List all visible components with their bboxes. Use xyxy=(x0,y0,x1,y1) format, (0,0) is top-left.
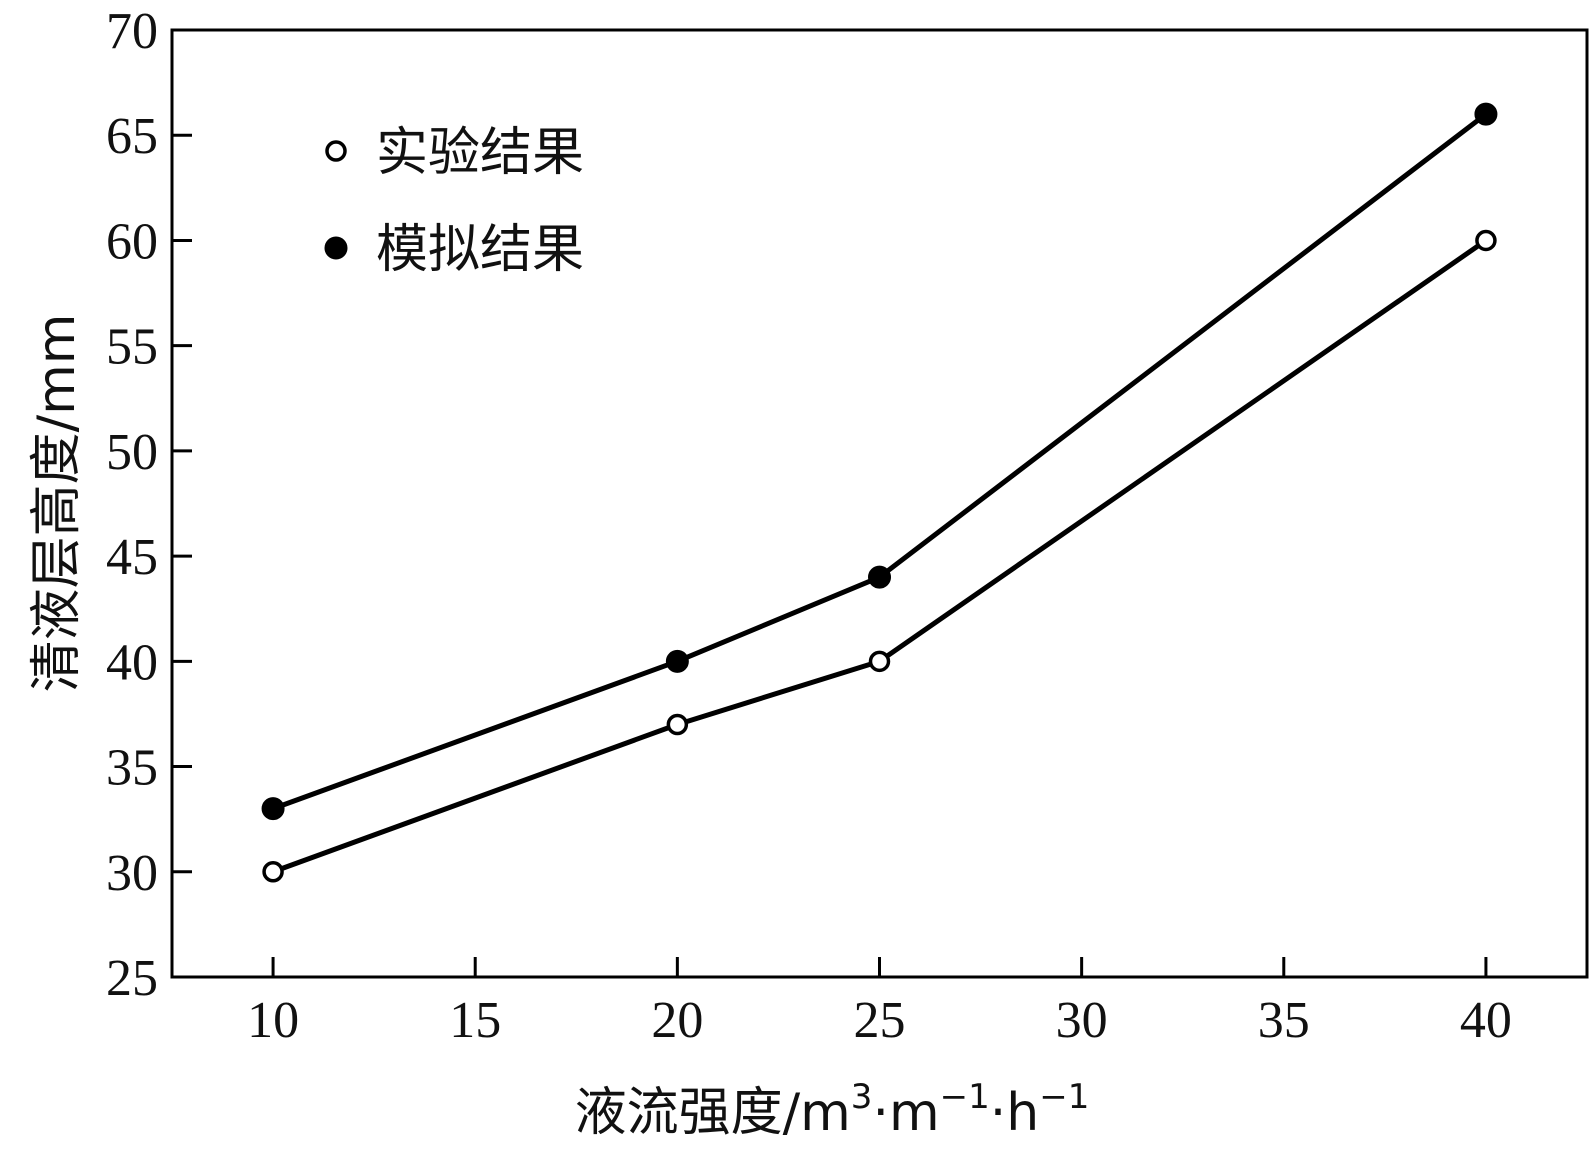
y-tick-label: 55 xyxy=(106,319,158,376)
data-point xyxy=(868,650,891,673)
y-tick-label: 25 xyxy=(106,950,158,1007)
x-axis-title-mid2: ·h xyxy=(990,1083,1040,1143)
y-tick-label: 70 xyxy=(106,3,158,60)
legend-marker xyxy=(325,140,347,162)
y-tick-label: 35 xyxy=(106,740,158,797)
x-axis-title-sup1: 3 xyxy=(851,1077,873,1117)
x-tick-label: 15 xyxy=(449,992,501,1049)
data-point xyxy=(868,565,891,589)
y-tick-label: 45 xyxy=(106,529,158,586)
y-tick-label: 30 xyxy=(106,845,158,902)
x-axis-title: 液流强度/m3·m−1·h−1 xyxy=(575,1077,1090,1143)
y-axis-title: 清液层高度/mm xyxy=(27,314,87,693)
data-point xyxy=(261,797,285,821)
x-tick-label: 10 xyxy=(247,992,299,1049)
x-tick-label: 25 xyxy=(854,992,906,1049)
y-tick-label: 40 xyxy=(106,634,158,691)
data-point xyxy=(1475,229,1497,252)
data-point xyxy=(665,649,689,673)
legend-label: 实验结果 xyxy=(376,123,584,183)
data-point xyxy=(1474,102,1498,126)
x-tick-label: 40 xyxy=(1460,992,1512,1049)
x-axis-title-base: 液流强度/m xyxy=(575,1083,851,1143)
y-tick-label: 50 xyxy=(106,424,158,481)
y-tick-label: 65 xyxy=(106,108,158,165)
x-tick-label: 35 xyxy=(1258,992,1310,1049)
legend-marker xyxy=(324,236,348,260)
series-layer xyxy=(261,102,1498,883)
legend-label: 模拟结果 xyxy=(376,220,584,280)
series-line-1 xyxy=(272,112,1488,811)
x-axis-title-sup2: −1 xyxy=(940,1077,990,1117)
x-tick-label: 30 xyxy=(1056,992,1108,1049)
data-point xyxy=(262,861,284,883)
axis-ticks: 10 15 20 25 30 35 40 25 30 35 40 45 50 55 60 65 70 xyxy=(106,3,1512,1049)
data-point xyxy=(666,713,689,736)
series-line-0 xyxy=(272,238,1488,875)
x-axis-title-mid: ·m xyxy=(872,1083,939,1143)
y-tick-label: 60 xyxy=(106,213,158,270)
x-axis-title-sup3: −1 xyxy=(1039,1077,1089,1117)
x-tick-label: 20 xyxy=(651,992,703,1049)
